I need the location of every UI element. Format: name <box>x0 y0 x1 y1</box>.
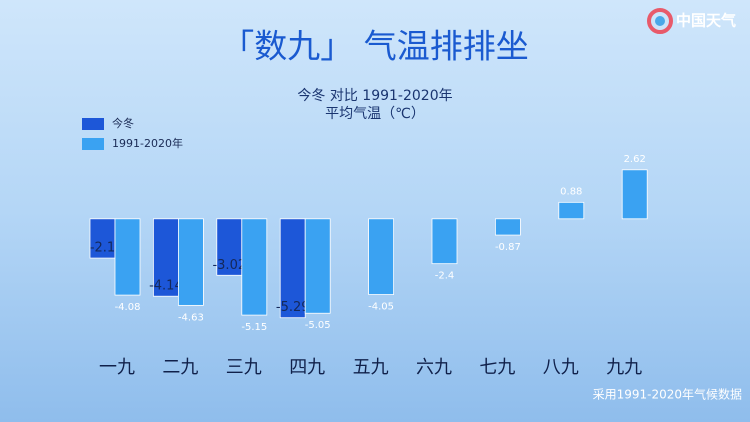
x-tick-label: 一九 <box>99 357 135 378</box>
x-tick-label: 八九 <box>543 357 579 378</box>
x-tick-label: 六九 <box>416 357 452 378</box>
value-label: -0.87 <box>495 242 521 253</box>
x-tick-label: 五九 <box>353 357 389 378</box>
logo <box>647 8 673 34</box>
value-label: -4.63 <box>178 312 204 323</box>
x-tick-label: 三九 <box>226 357 262 378</box>
source-note: 采用1991-2020年气候数据 <box>593 387 742 402</box>
legend-swatch <box>82 138 104 150</box>
legend-label: 1991-2020年 <box>112 136 183 150</box>
logo <box>655 16 665 26</box>
bar <box>368 218 395 295</box>
bar <box>89 218 116 259</box>
x-tick-label: 九九 <box>606 357 642 378</box>
value-label: -2.4 <box>435 271 455 282</box>
x-tick-label: 四九 <box>289 357 325 378</box>
bar <box>558 201 585 220</box>
value-label: -4.08 <box>115 302 141 313</box>
bar <box>279 218 306 319</box>
legend-swatch <box>82 118 104 130</box>
value-label: -4.05 <box>368 302 394 313</box>
value-label: -2.1 <box>90 241 115 256</box>
bar <box>304 218 331 314</box>
value-label: 0.88 <box>560 186 582 197</box>
value-label: -4.14 <box>149 279 183 294</box>
chart-title: 「数九」 气温排排坐 <box>221 27 529 66</box>
bar <box>494 218 521 236</box>
bar <box>177 218 204 306</box>
brand: 中国天气 <box>676 12 736 30</box>
bar <box>241 218 268 316</box>
value-label: 2.62 <box>624 154 646 165</box>
value-label: -3.02 <box>212 258 246 273</box>
bar <box>152 218 179 297</box>
value-label: -5.15 <box>241 322 267 333</box>
bar <box>114 218 141 296</box>
legend-label: 今冬 <box>112 116 134 130</box>
value-label: -5.29 <box>276 300 310 315</box>
bar <box>621 169 648 220</box>
bar <box>431 218 458 265</box>
x-tick-label: 二九 <box>162 357 198 378</box>
value-label: -5.05 <box>305 320 331 331</box>
subtitle: 今冬 对比 1991-2020年 <box>297 88 452 104</box>
subtitle: 平均气温（℃） <box>325 106 425 122</box>
x-tick-label: 七九 <box>479 357 515 378</box>
